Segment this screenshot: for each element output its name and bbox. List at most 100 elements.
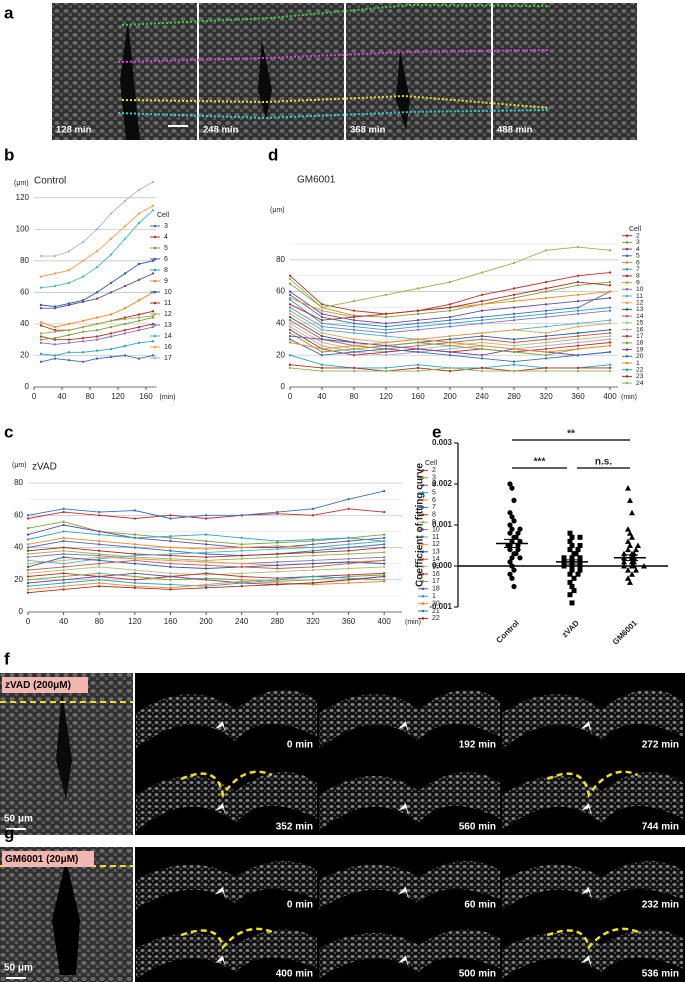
data-point: [53, 357, 57, 360]
data-point: [169, 546, 172, 549]
arrowhead: [397, 886, 409, 900]
data-point: [95, 228, 99, 231]
legend-marker: [421, 483, 425, 487]
data-point: [311, 581, 315, 585]
data-point: [26, 565, 30, 569]
legend-label: 4: [432, 482, 436, 489]
dot: [627, 542, 633, 548]
dot: [625, 485, 631, 491]
data-point: [480, 331, 484, 335]
data-point: [576, 274, 580, 277]
data-point: [133, 559, 137, 562]
error-bar: [504, 538, 520, 549]
data-point: [53, 330, 57, 334]
data-point: [416, 325, 420, 328]
data-point: [26, 517, 30, 520]
dot: [577, 563, 583, 569]
data-point: [98, 530, 101, 533]
data-point: [240, 514, 243, 517]
data-point: [109, 332, 113, 335]
panel-letter: a: [4, 3, 14, 22]
legend-marker: [421, 469, 425, 472]
dot: [567, 571, 573, 577]
legend-title: Cell: [157, 212, 170, 219]
data-point: [53, 254, 57, 258]
contour: [180, 770, 273, 799]
data-point: [169, 514, 172, 517]
data-point: [480, 293, 484, 297]
dot: [567, 547, 573, 553]
data-point: [204, 533, 208, 536]
data-point: [26, 543, 30, 546]
data-point: [137, 319, 141, 322]
x-tick-label: 80: [86, 392, 95, 401]
data-point: [448, 369, 452, 373]
chart-title: Control: [34, 176, 66, 187]
dot: [577, 534, 583, 540]
significance-label: ***: [534, 457, 546, 468]
data-point: [123, 237, 127, 240]
legend-marker: [153, 345, 157, 349]
data-point: [123, 317, 127, 321]
dot: [627, 530, 633, 536]
arrowhead: [397, 803, 409, 816]
data-point: [311, 565, 315, 569]
data-point: [416, 322, 420, 325]
significance-label: **: [567, 429, 575, 440]
legend-marker: [153, 279, 157, 283]
arrowhead: [580, 955, 592, 969]
data-point: [480, 366, 484, 370]
data-point: [448, 303, 452, 306]
data-point: [26, 546, 30, 549]
data-point: [26, 549, 30, 552]
data-point: [576, 331, 580, 335]
data-point: [133, 572, 137, 575]
legend-label: 12: [432, 541, 440, 548]
data-point: [204, 543, 208, 546]
x-tick-label: 120: [128, 617, 142, 626]
data-point: [544, 312, 548, 316]
data-point: [384, 325, 388, 328]
panel-letter: b: [4, 145, 14, 164]
x-tick-label: 360: [571, 392, 585, 401]
data-point: [576, 341, 580, 344]
data-point: [204, 586, 208, 590]
legend-marker: [625, 261, 629, 264]
y-axis-label: (μm): [12, 462, 27, 469]
data-point: [133, 586, 137, 590]
data-point: [123, 322, 127, 326]
x-tick-label: 160: [411, 392, 425, 401]
data-point: [26, 578, 30, 581]
data-point: [62, 575, 65, 578]
data-point: [480, 338, 484, 341]
legend-marker: [421, 513, 425, 517]
data-point: [133, 509, 137, 512]
data-point: [382, 546, 386, 549]
data-point: [151, 325, 155, 329]
data-point: [382, 565, 386, 569]
data-point: [240, 554, 243, 557]
dot: [627, 579, 633, 585]
data-point: [123, 272, 127, 275]
data-point: [352, 344, 356, 347]
data-point: [416, 350, 420, 354]
data-point: [608, 331, 612, 335]
data-point: [169, 578, 172, 581]
legend-marker: [153, 312, 157, 316]
data-point: [384, 312, 388, 316]
data-point: [448, 280, 452, 284]
data-point: [26, 585, 30, 588]
legend-label: 5: [164, 245, 168, 252]
dot: [625, 538, 631, 544]
data-point: [62, 536, 65, 540]
dot: [641, 563, 647, 569]
legend-label: 7: [432, 504, 436, 511]
dot: [625, 575, 631, 581]
data-point: [109, 335, 113, 338]
tissue-band: [502, 929, 683, 979]
data-point: [62, 507, 65, 511]
data-point: [608, 350, 612, 354]
tissue-band: [319, 929, 500, 979]
legend-marker: [625, 254, 629, 258]
data-point: [39, 275, 43, 278]
